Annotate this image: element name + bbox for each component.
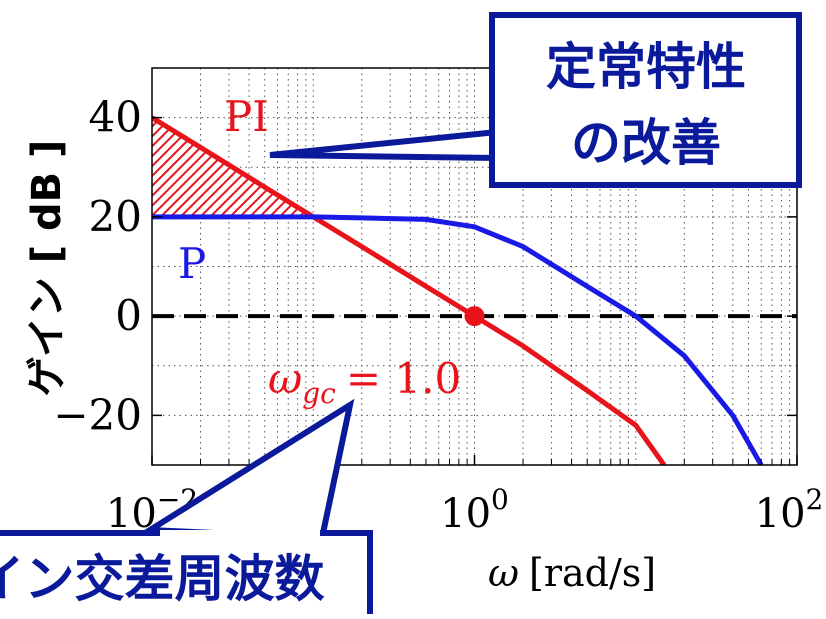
x-tick-label: 100 xyxy=(440,483,509,537)
y-tick-label: −20 xyxy=(53,390,142,439)
x-tick-exponent: 0 xyxy=(491,483,509,516)
grid xyxy=(151,67,797,466)
crossover-point xyxy=(464,306,485,327)
y-tick-label: 0 xyxy=(115,291,142,340)
callout-steady-state-line2: の改善 xyxy=(571,114,721,172)
callout-steady-state-box xyxy=(489,12,802,188)
crossover-value: = 1.0 xyxy=(346,354,461,403)
callout-steady-state-line1: 定常特性 xyxy=(546,38,746,96)
x-axis-label: ω [rad/s] xyxy=(488,551,656,595)
crossover-omega-symbol: ω xyxy=(268,354,302,403)
callout-steady-state: 定常特性 の改善 xyxy=(269,12,802,188)
y-tick-label: 20 xyxy=(89,192,142,241)
crossover-subscript: gc xyxy=(302,377,336,410)
x-tick-exponent: 2 xyxy=(806,483,824,516)
x-tick-base: 10 xyxy=(755,491,806,537)
series-label-pi: PI xyxy=(224,92,269,141)
marker-layer xyxy=(464,306,485,327)
series-line-pi xyxy=(152,115,667,465)
x-axis-symbol: ω xyxy=(488,551,519,595)
x-tick-label: 10−2 xyxy=(106,483,198,537)
series-line-p xyxy=(152,214,764,465)
x-tick-label: 102 xyxy=(755,483,824,537)
series-layer xyxy=(152,115,764,465)
crossover-annotation: ωgc = 1.0 xyxy=(268,354,461,410)
callout-crossover-box xyxy=(0,530,373,619)
y-tick-label: 40 xyxy=(89,93,142,142)
series-label-p: P xyxy=(178,239,206,288)
callout-crossover-text: ゲイン交差周波数 xyxy=(0,550,325,608)
x-tick-base: 10 xyxy=(440,491,491,537)
callout-crossover-frequency: ゲイン交差周波数 xyxy=(0,398,373,619)
x-axis-unit: [rad/s] xyxy=(529,551,656,595)
y-axis-label: ゲイン [ dB ] xyxy=(24,140,70,397)
